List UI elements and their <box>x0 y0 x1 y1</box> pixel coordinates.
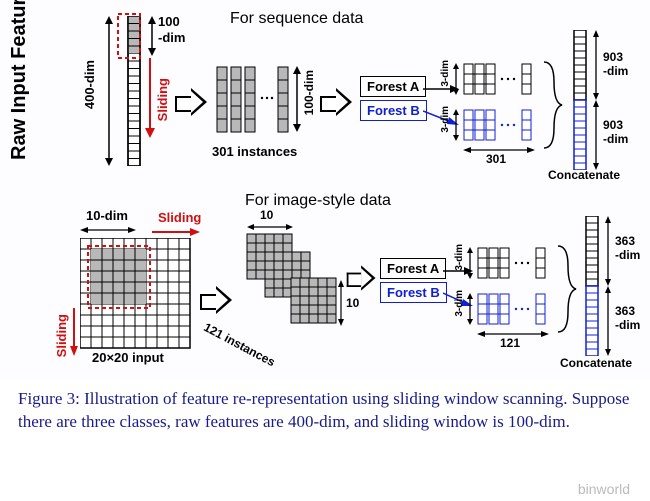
seq-input-dim-arrow <box>100 16 118 166</box>
arrow-icon <box>200 286 234 314</box>
img-patch-w-label: 10 <box>260 208 273 222</box>
img-sliding-v-arrow-icon <box>68 308 80 356</box>
seq-output-a <box>462 60 540 100</box>
seq-output-b <box>462 106 540 146</box>
img-output-count-label: 121 <box>500 336 520 350</box>
seq-sliding-window <box>116 12 144 62</box>
img-concat-dim2a: 363 <box>615 304 635 318</box>
img-patch-w-arrow <box>247 222 293 232</box>
seq-brace-icon <box>540 60 564 150</box>
img-concat-dim1a: 363 <box>615 234 635 248</box>
seq-output-a-dim-label: 3-dim <box>440 60 451 87</box>
img-output-b <box>476 290 554 330</box>
seq-concat-dim1b: -dim <box>603 64 628 78</box>
seq-window-dim-arrow <box>145 16 159 56</box>
seq-concat-dim2-arrow <box>590 100 602 170</box>
img-sliding-h-arrow-icon <box>152 226 200 238</box>
watermark: binworld <box>578 481 630 497</box>
img-output-b-dim-label: 3-dim <box>454 290 465 317</box>
seq-output-b-dim-label: 3-dim <box>440 106 451 133</box>
seq-concat-dim1a: 903 <box>603 50 623 64</box>
seq-instances <box>215 62 295 142</box>
img-concat-dim2-arrow <box>602 286 614 356</box>
seq-window-label-1: 100 <box>158 14 180 29</box>
img-output-a <box>476 244 554 284</box>
seq-sliding-label: Sliding <box>155 78 170 121</box>
seq-instances-label: 301 instances <box>212 144 297 159</box>
seq-forest-a-box: Forest A <box>360 76 426 97</box>
img-concat-dim2b: -dim <box>615 318 640 332</box>
seq-output-count-label: 301 <box>486 152 506 166</box>
img-concat-dim1b: -dim <box>615 248 640 262</box>
arrow-icon <box>347 265 378 290</box>
img-instances-diag-arrow <box>230 334 320 384</box>
seq-output-b-dim-arrow <box>450 109 462 141</box>
img-output-a-dim-label: 3-dim <box>454 244 465 271</box>
img-grid-dim-arrow <box>80 224 136 236</box>
img-instances <box>243 230 343 340</box>
seq-window-label-2: -dim <box>158 30 185 45</box>
img-grid-label: 20×20 input <box>92 350 164 365</box>
img-output-a-dim-arrow <box>464 247 476 279</box>
img-concat-vector <box>584 216 600 356</box>
img-brace-icon <box>554 244 578 334</box>
img-forest-a-box: Forest A <box>380 258 446 279</box>
img-concat-label: Concatenate <box>560 356 632 370</box>
seq-concat-dim1-arrow <box>590 30 602 100</box>
img-sliding-window <box>86 244 156 314</box>
arrow-icon <box>175 88 209 116</box>
img-patch-h-arrow <box>336 280 346 326</box>
seq-forest-b-box: Forest B <box>360 100 427 121</box>
seq-instances-dim-label: 100-dim <box>302 70 316 115</box>
img-patch-h-label: 10 <box>346 296 359 310</box>
seq-concat-dim2b: -dim <box>603 132 628 146</box>
y-axis-label: Raw Input Features <box>8 0 31 160</box>
figure-caption: Figure 3: Illustration of feature re-rep… <box>0 380 650 442</box>
seq-concat-dim2a: 903 <box>603 118 623 132</box>
img-sliding-v-label: Sliding <box>54 314 69 357</box>
seq-input-dim-label: 400-dim <box>82 60 97 109</box>
img-forest-b-box: Forest B <box>380 282 447 303</box>
seq-concat-label: Concatenate <box>548 168 620 182</box>
img-concat-dim1-arrow <box>602 216 614 286</box>
img-sliding-h-label: Sliding <box>158 210 201 225</box>
arrow-icon <box>320 88 354 116</box>
figure-area: Raw Input Features For sequence data <box>0 0 650 380</box>
img-output-b-dim-arrow <box>464 293 476 325</box>
seq-title: For sequence data <box>230 10 363 28</box>
img-grid-dim-label: 10-dim <box>86 208 128 223</box>
seq-concat-vector <box>572 30 588 170</box>
seq-output-a-dim-arrow <box>450 63 462 95</box>
